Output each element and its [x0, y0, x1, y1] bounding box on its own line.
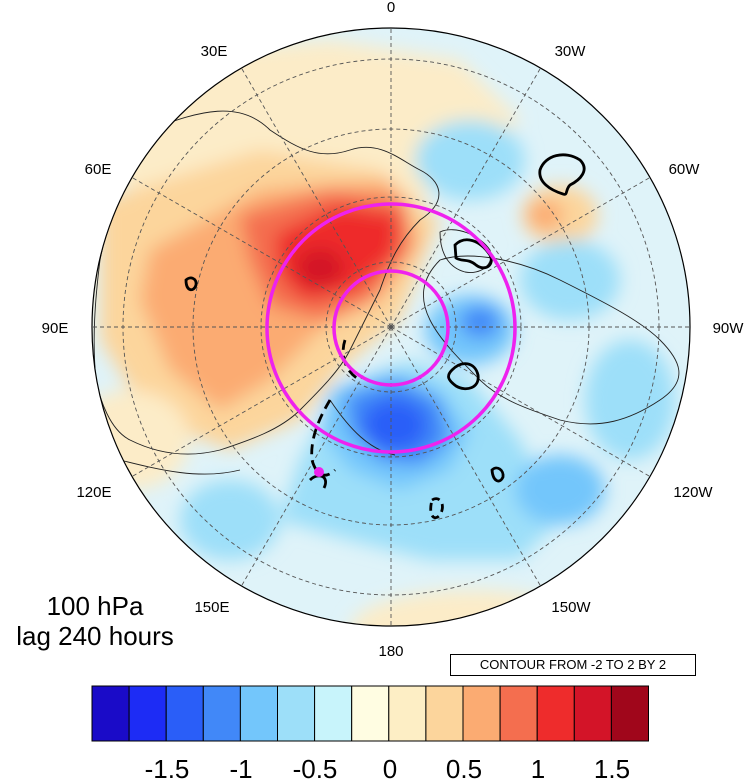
- anomaly-light-blue-north: [415, 120, 525, 200]
- meridian-120w: [390, 326, 651, 477]
- asia-coast: [119, 459, 241, 475]
- contour-negative-west: [310, 399, 336, 477]
- meridian-30w: [390, 67, 541, 328]
- colorbar-label-0-5: 0.5: [446, 754, 482, 779]
- lon-label-120w: 120W: [673, 484, 713, 501]
- colorbar-box-8: [388, 685, 427, 742]
- colorbar-label-neg-1: -1: [229, 754, 252, 779]
- colorbar-box-10: [462, 685, 501, 742]
- lon-label-120e: 120E: [76, 484, 111, 501]
- colorbar-box-14: [610, 685, 650, 742]
- colorbar-box-6: [314, 685, 353, 742]
- lon-label-180: 180: [378, 643, 403, 660]
- colorbar-box-5: [277, 685, 316, 742]
- contour-positive-greenland: [453, 238, 493, 270]
- anomaly-blue-southeast: [515, 455, 605, 525]
- contour-positive-polar: [447, 362, 480, 391]
- meridian-30e: [241, 67, 392, 328]
- magenta-inner-circle: [332, 269, 450, 387]
- lon-label-30e: 30E: [201, 43, 228, 60]
- lon-label-60e: 60E: [85, 161, 112, 178]
- magenta-outer-circle: [265, 202, 517, 454]
- contour-positive-west: [184, 276, 198, 292]
- meridian-60e: [131, 177, 392, 328]
- colorbar-box-0: [91, 685, 130, 742]
- lag-label: lag 240 hours: [16, 621, 174, 651]
- map-border: [91, 27, 691, 627]
- meridian-150w: [390, 326, 541, 587]
- colorbar-box-2: [165, 685, 204, 742]
- colorbar-box-12: [536, 685, 575, 742]
- colorbar-box-11: [499, 685, 538, 742]
- anomaly-dark-red: [296, 248, 344, 288]
- colorbar-label-neg-0-5: -0.5: [293, 754, 338, 779]
- colorbar: -1.5 -1 -0.5 0 0.5 1 1.5: [91, 685, 650, 779]
- colorbar-label-neg-1-5: -1.5: [145, 754, 190, 779]
- lon-label-60w: 60W: [669, 161, 701, 178]
- lon-label-30w: 30W: [555, 43, 587, 60]
- magenta-circles: [265, 202, 517, 454]
- anomaly-light-blue-southwest: [180, 480, 280, 560]
- meridian-120e: [131, 326, 392, 477]
- contour-negative-south: [429, 497, 444, 520]
- magenta-dot-marker: [314, 467, 324, 477]
- eurasia-outline: [93, 110, 440, 455]
- colorbar-label-0: 0: [383, 754, 397, 779]
- graticule: [92, 28, 690, 626]
- colorbar-box-1: [128, 685, 167, 742]
- colorbar-box-3: [202, 685, 241, 742]
- contour-positive-ne: [538, 153, 586, 196]
- meridian-60w: [390, 177, 651, 328]
- north-america-outline: [423, 255, 680, 425]
- lon-label-0: 0: [387, 0, 395, 16]
- level-label: 100 hPa: [46, 591, 144, 621]
- anomaly-warm-east-core: [527, 200, 563, 230]
- meridian-150e: [241, 326, 392, 587]
- lon-label-150w: 150W: [551, 599, 591, 616]
- colorbar-label-1-5: 1.5: [594, 754, 630, 779]
- anomaly-light-blue-east2: [585, 340, 675, 460]
- lon-label-150e: 150E: [194, 599, 229, 616]
- colorbar-box-4: [239, 685, 278, 742]
- lon-label-90w: 90W: [713, 320, 745, 337]
- anomaly-deep-blue: [363, 399, 427, 451]
- lon-label-90e: 90E: [42, 320, 69, 337]
- longitude-labels: 0 30W 60W 90W 120W 150W 180 150E 120E 90…: [42, 0, 745, 660]
- colorbar-label-1: 1: [531, 754, 545, 779]
- colorbar-box-7: [351, 685, 390, 742]
- contour-positive-kamchatka: [309, 474, 327, 489]
- contour-positive-small: [490, 466, 505, 483]
- colorbar-box-9: [425, 685, 464, 742]
- anomaly-light-blue-east: [520, 240, 620, 320]
- map-disk: [92, 28, 690, 626]
- colorbar-boxes: [91, 685, 650, 742]
- colorbar-box-13: [573, 685, 612, 742]
- contour-info-box: CONTOUR FROM -2 TO 2 BY 2: [450, 654, 696, 676]
- anomaly-blue-polar-core: [460, 306, 500, 338]
